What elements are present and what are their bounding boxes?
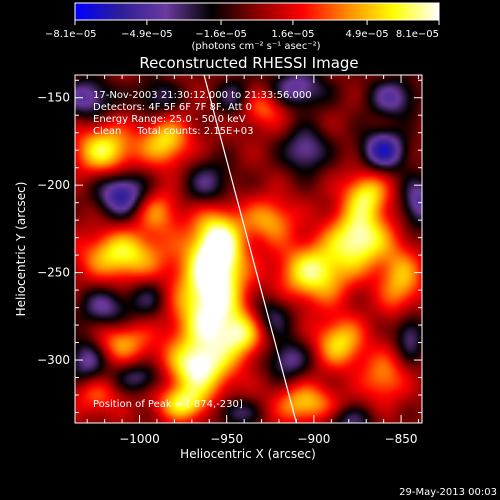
footer-timestamp: 29-May-2013 00:03 [399, 487, 497, 498]
axis-ticks: −1000 −950 −900 −850 −300 −250 −200 −150 [37, 75, 422, 446]
annotation-peak-position: Position of Peak = [-874,-230] [93, 399, 243, 410]
annotation-time-range: 17-Nov-2003 21:30:12.000 to 21:33:56.000 [93, 90, 312, 101]
heatmap [75, 75, 422, 423]
heatmap-raster [75, 75, 422, 423]
y-tick-label: −300 [37, 353, 70, 367]
annotations: 17-Nov-2003 21:30:12.000 to 21:33:56.000… [93, 90, 312, 410]
colorbar-unit-label: (photons cm⁻² s⁻¹ asec⁻²) [191, 41, 320, 52]
annotation-energy-range: Energy Range: 25.0 - 50.0 keV [93, 114, 246, 125]
colorbar-tick-label: 1.6e−05 [271, 29, 314, 40]
colorbar-tick-label: 4.9e−05 [346, 29, 389, 40]
x-tick-label: −1000 [119, 432, 160, 446]
x-tick-label: −950 [210, 432, 243, 446]
annotation-detectors: Detectors: 4F 5F 6F 7F 8F, Att 0 [93, 102, 252, 113]
x-tick-label: −850 [385, 432, 418, 446]
y-axis-label: Heliocentric Y (arcsec) [14, 182, 28, 317]
x-axis-label: Heliocentric X (arcsec) [180, 447, 316, 461]
colorbar-gradient [74, 2, 440, 21]
y-tick-label: −200 [37, 178, 70, 192]
colorbar-tick-label: −4.9e−05 [121, 29, 173, 40]
y-tick-label: −250 [37, 266, 70, 280]
colorbar: −8.1e−05 −4.9e−05 −1.6e−05 1.6e−05 4.9e−05 8.… [45, 2, 440, 52]
annotation-counts: Clean Total counts: 2.15E+03 [93, 126, 253, 137]
colorbar-tick-label: 8.1e−05 [396, 29, 439, 40]
chart-title: Reconstructed RHESSI Image [139, 54, 358, 72]
solar-limb-line [203, 75, 298, 423]
colorbar-tick-label: −1.6e−05 [195, 29, 247, 40]
x-tick-label: −900 [297, 432, 330, 446]
colorbar-tick-label: −8.1e−05 [45, 29, 97, 40]
colorbar-ticks: −8.1e−05 −4.9e−05 −1.6e−05 1.6e−05 4.9e−05 8.… [45, 20, 440, 40]
y-tick-label: −150 [37, 91, 70, 105]
plot-frame [74, 74, 423, 424]
